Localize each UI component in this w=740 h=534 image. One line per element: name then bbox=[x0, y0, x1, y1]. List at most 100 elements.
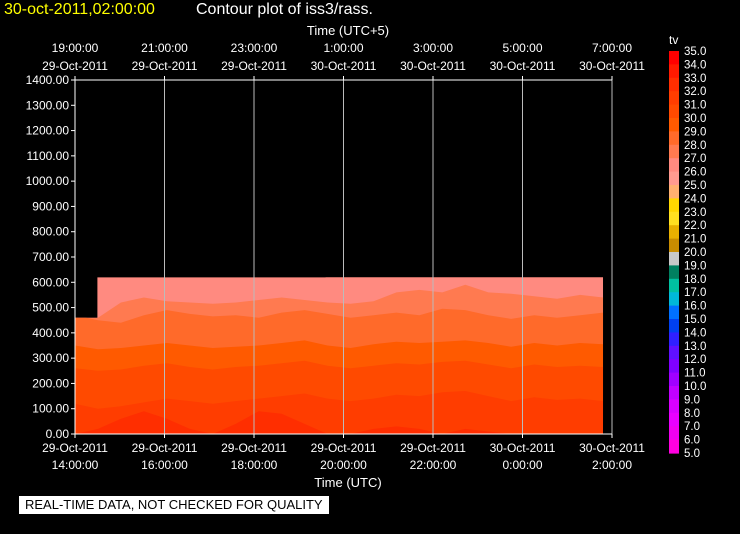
colorbar-swatch bbox=[669, 51, 679, 65]
colorbar-label: 28.0 bbox=[684, 140, 706, 152]
colorbar-swatch bbox=[669, 104, 679, 119]
x-tick-label-top-date: 30-Oct-2011 bbox=[579, 59, 645, 73]
colorbar-swatch bbox=[669, 412, 679, 427]
x-tick-label-top-time: 19:00:00 bbox=[52, 41, 99, 55]
x-tick-label-top-time: 3:00:00 bbox=[413, 41, 453, 55]
colorbar-label: 32.0 bbox=[684, 86, 706, 98]
colorbar-label: 10.0 bbox=[684, 381, 706, 393]
colorbar-swatch bbox=[669, 426, 679, 441]
x-tick-label-top-date: 29-Oct-2011 bbox=[42, 59, 108, 73]
colorbar-label: 21.0 bbox=[684, 234, 706, 246]
quality-disclaimer: REAL-TIME DATA, NOT CHECKED FOR QUALITY bbox=[19, 496, 329, 514]
x-tick-label-top-time: 5:00:00 bbox=[502, 41, 542, 55]
colorbar-label: 25.0 bbox=[684, 180, 706, 192]
colorbar-label: 18.0 bbox=[684, 274, 706, 286]
contour-fill bbox=[75, 277, 604, 434]
colorbar-swatch bbox=[669, 292, 679, 307]
colorbar-swatch bbox=[669, 144, 679, 159]
contour-band-33.0 bbox=[75, 411, 604, 434]
colorbar-swatch bbox=[669, 64, 679, 79]
x-tick-label-bottom-date: 29-Oct-2011 bbox=[42, 441, 108, 455]
colorbar-swatch bbox=[669, 319, 679, 333]
colorbar-label: 29.0 bbox=[684, 126, 706, 138]
x-tick-label-top-date: 29-Oct-2011 bbox=[132, 59, 198, 73]
colorbar-swatch bbox=[669, 305, 679, 320]
colorbar-swatch bbox=[669, 252, 679, 266]
colorbar-swatch bbox=[669, 386, 679, 400]
x-tick-label-bottom-date: 29-Oct-2011 bbox=[311, 441, 377, 455]
x-tick-label-bottom-time: 14:00:00 bbox=[52, 458, 99, 472]
x-tick-label-bottom-date: 29-Oct-2011 bbox=[400, 441, 466, 455]
x-tick-label-bottom-time: 0:00:00 bbox=[502, 458, 542, 472]
colorbar-label: 31.0 bbox=[684, 100, 706, 112]
colorbar-title: tv bbox=[669, 33, 678, 47]
colorbar-swatch bbox=[669, 225, 679, 240]
colorbar-swatch bbox=[669, 198, 679, 213]
chart-title: Contour plot of iss3/rass. bbox=[196, 1, 373, 18]
x-tick-label-top-time: 23:00:00 bbox=[231, 41, 278, 55]
timestamp-label: 30-oct-2011,02:00:00 bbox=[4, 1, 155, 18]
colorbar-label: 34.0 bbox=[684, 59, 706, 71]
colorbar-swatch bbox=[669, 211, 679, 226]
colorbar-label: 16.0 bbox=[684, 301, 706, 313]
x-tick-label-bottom-date: 30-Oct-2011 bbox=[579, 441, 645, 455]
colorbar-label: 27.0 bbox=[684, 153, 706, 165]
y-tick-label: 400.00 bbox=[32, 326, 69, 340]
x-tick-label-bottom-time: 2:00:00 bbox=[592, 458, 632, 472]
colorbar-swatch bbox=[669, 118, 679, 132]
colorbar-label: 17.0 bbox=[684, 287, 706, 299]
colorbar-swatch bbox=[669, 359, 679, 374]
colorbar-swatch bbox=[669, 185, 679, 199]
y-tick-label: 500.00 bbox=[32, 301, 69, 315]
colorbar-label: 24.0 bbox=[684, 193, 706, 205]
colorbar-label: 20.0 bbox=[684, 247, 706, 259]
colorbar-label: 6.0 bbox=[684, 435, 700, 447]
y-tick-label: 600.00 bbox=[32, 275, 69, 289]
y-tick-label: 700.00 bbox=[32, 250, 69, 264]
y-tick-label: 1200.00 bbox=[26, 124, 70, 138]
x-tick-label-top-date: 29-Oct-2011 bbox=[221, 59, 287, 73]
y-tick-label: 1000.00 bbox=[26, 174, 70, 188]
x-tick-label-bottom-date: 29-Oct-2011 bbox=[221, 441, 287, 455]
y-tick-label: 100.00 bbox=[32, 402, 69, 416]
colorbar-label: 14.0 bbox=[684, 327, 706, 339]
y-tick-label: 900.00 bbox=[32, 199, 69, 213]
colorbar-swatch bbox=[669, 131, 679, 146]
y-tick-label: 1400.00 bbox=[26, 73, 70, 87]
x-tick-label-bottom-time: 18:00:00 bbox=[231, 458, 278, 472]
colorbar-swatch bbox=[669, 332, 679, 347]
x-tick-label-top-time: 1:00:00 bbox=[323, 41, 363, 55]
colorbar-swatch bbox=[669, 399, 679, 414]
colorbar-label: 23.0 bbox=[684, 207, 706, 219]
x-tick-label-top-time: 7:00:00 bbox=[592, 41, 632, 55]
colorbar-label: 33.0 bbox=[684, 73, 706, 85]
colorbar-swatch bbox=[669, 158, 679, 173]
x-axis-label-top: Time (UTC+5) bbox=[307, 23, 389, 38]
colorbar-swatch bbox=[669, 372, 679, 387]
x-tick-label-top-time: 21:00:00 bbox=[141, 41, 188, 55]
colorbar-label: 7.0 bbox=[684, 421, 700, 433]
y-tick-label: 1300.00 bbox=[26, 98, 70, 112]
colorbar-label: 13.0 bbox=[684, 341, 706, 353]
colorbar-swatch bbox=[669, 91, 679, 106]
colorbar-label: 30.0 bbox=[684, 113, 706, 125]
x-tick-label-bottom-time: 22:00:00 bbox=[410, 458, 457, 472]
x-tick-label-bottom-time: 16:00:00 bbox=[141, 458, 188, 472]
y-tick-label: 200.00 bbox=[32, 376, 69, 390]
y-tick-label: 800.00 bbox=[32, 225, 69, 239]
colorbar-label: 12.0 bbox=[684, 354, 706, 366]
colorbar-swatch bbox=[669, 278, 679, 293]
colorbar-label: 26.0 bbox=[684, 167, 706, 179]
y-tick-label: 0.00 bbox=[46, 427, 70, 441]
x-tick-label-top-date: 30-Oct-2011 bbox=[400, 59, 466, 73]
contour-band-32.0 bbox=[75, 391, 604, 434]
x-tick-label-top-date: 30-Oct-2011 bbox=[490, 59, 556, 73]
colorbar-label: 19.0 bbox=[684, 260, 706, 272]
colorbar-swatch bbox=[669, 345, 679, 360]
colorbar-label: 15.0 bbox=[684, 314, 706, 326]
y-tick-label: 1100.00 bbox=[27, 149, 70, 163]
colorbar-swatch bbox=[669, 238, 679, 253]
x-tick-label-bottom-date: 29-Oct-2011 bbox=[132, 441, 198, 455]
colorbar-swatch bbox=[669, 77, 679, 92]
